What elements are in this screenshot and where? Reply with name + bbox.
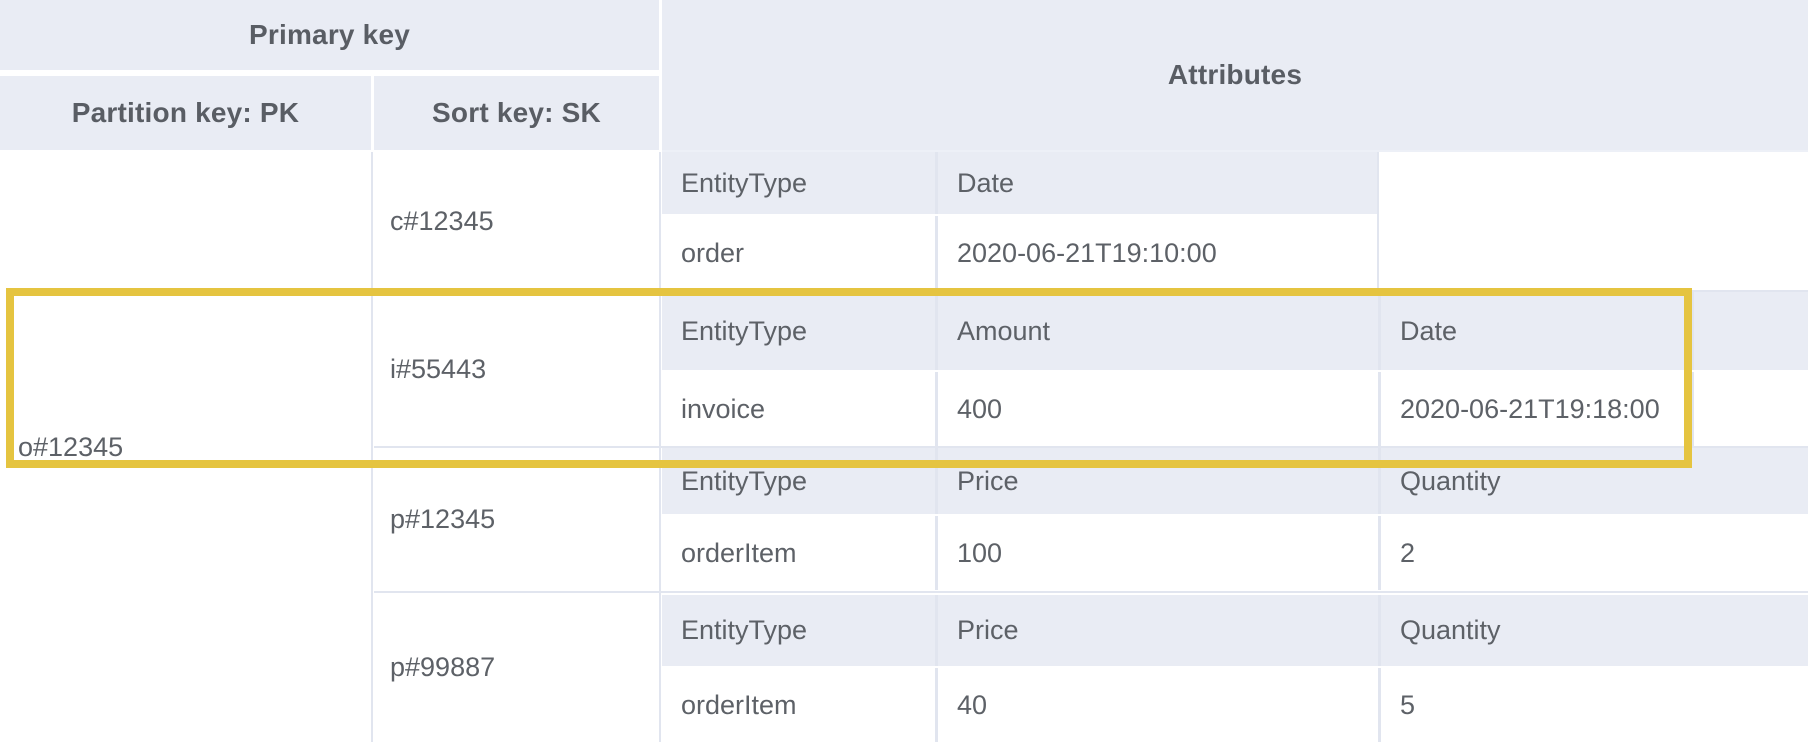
row-divider: [662, 150, 1808, 152]
attribute-value-cell: 5: [1381, 668, 1808, 742]
attribute-value-cell: 400: [938, 372, 1378, 446]
sort-key-cell: c#12345: [374, 152, 659, 290]
sort-key-value: p#12345: [390, 503, 496, 534]
attribute-value-cell: 2: [1381, 516, 1808, 590]
attribute-key-cell: Quantity: [1381, 595, 1808, 666]
attribute-key-cell: Date: [938, 152, 1377, 214]
sort-key-header: Sort key: SK: [374, 76, 659, 150]
attribute-value-cell: 2020-06-21T19:18:00: [1381, 372, 1691, 446]
sort-key-value: i#55443: [390, 353, 487, 384]
attribute-header-band: EntityType Amount Date: [662, 292, 1808, 370]
attribute-key-cell: Price: [938, 595, 1378, 666]
attribute-header-band: EntityType Price Quantity: [662, 595, 1808, 666]
row-divider: [374, 446, 1808, 448]
partition-key-value: o#12345: [18, 431, 124, 462]
column-divider: [371, 152, 373, 742]
attribute-key-cell: EntityType: [662, 292, 935, 370]
attribute-key-cell: Date: [1381, 292, 1691, 370]
attribute-header-band: EntityType Price Quantity: [662, 448, 1808, 514]
attribute-value-cell: 2020-06-21T19:10:00: [938, 216, 1377, 290]
sort-key-cell: p#12345: [374, 448, 659, 590]
partition-key-header: Partition key: PK: [0, 76, 371, 150]
sort-key-cell: p#99887: [374, 592, 659, 742]
row-divider: [374, 290, 1808, 292]
attribute-value-cell: 40: [938, 668, 1378, 742]
attribute-key-cell: EntityType: [662, 448, 935, 514]
attribute-value-band: orderItem 40 5: [662, 668, 1808, 742]
partition-key-cell: o#12345: [0, 152, 371, 742]
attribute-header-band: EntityType Date: [662, 152, 1377, 214]
attribute-key-cell: Price: [938, 448, 1378, 514]
row-divider: [374, 591, 1808, 593]
attributes-header: Attributes: [662, 0, 1808, 150]
attribute-value-cell: orderItem: [662, 668, 935, 742]
attribute-key-cell: EntityType: [662, 595, 935, 666]
column-divider: [1377, 152, 1379, 290]
attribute-value-band: orderItem 100 2: [662, 516, 1808, 590]
sort-key-cell: i#55443: [374, 292, 659, 446]
attribute-value-cell: invoice: [662, 372, 935, 446]
attribute-value-cell: order: [662, 216, 935, 290]
attribute-value-band: invoice 400 2020-06-21T19:18:00: [662, 372, 1808, 446]
attribute-value-band: order 2020-06-21T19:10:00: [662, 216, 1377, 290]
attribute-value-cell: 100: [938, 516, 1378, 590]
attribute-value-cell-empty: [1694, 372, 1808, 446]
attribute-key-cell: EntityType: [662, 152, 935, 214]
attribute-key-cell: Quantity: [1381, 448, 1808, 514]
attribute-value-cell: orderItem: [662, 516, 935, 590]
sort-key-value: c#12345: [390, 205, 494, 236]
sort-key-value: p#99887: [390, 651, 496, 682]
primary-key-header: Primary key: [0, 0, 659, 70]
attribute-key-cell: Amount: [938, 292, 1378, 370]
attribute-key-cell-empty: [1694, 292, 1808, 370]
